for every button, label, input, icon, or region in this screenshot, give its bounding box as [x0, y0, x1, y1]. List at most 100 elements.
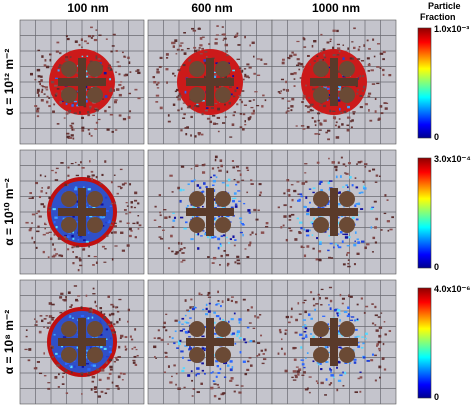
core-blob [87, 321, 103, 337]
particle [319, 336, 322, 339]
particle [338, 107, 341, 111]
particle [229, 379, 233, 382]
particle [356, 318, 359, 321]
particle [113, 231, 117, 234]
particle [189, 345, 191, 348]
particle [103, 313, 106, 316]
particle [312, 247, 315, 250]
particle [107, 323, 111, 326]
particle [239, 99, 242, 101]
particle [285, 315, 289, 319]
particle [110, 202, 114, 205]
particle [174, 90, 177, 93]
particle [179, 216, 184, 219]
particle [278, 92, 282, 95]
particle [184, 314, 187, 317]
particle [213, 311, 216, 314]
particle [378, 334, 382, 338]
particle [255, 233, 257, 236]
particle [63, 235, 67, 239]
particle [301, 337, 305, 340]
particle [94, 108, 98, 110]
particle [240, 385, 244, 387]
particle [213, 394, 217, 398]
particle [360, 208, 364, 210]
particle [71, 128, 74, 131]
particle [196, 372, 200, 375]
particle [377, 340, 382, 344]
particle [85, 294, 88, 297]
particle [376, 66, 380, 68]
particle [378, 349, 381, 352]
particle [368, 169, 371, 173]
particle [337, 216, 340, 219]
particle [105, 361, 108, 364]
particle [346, 244, 350, 247]
particle [210, 176, 213, 179]
particle [304, 327, 308, 330]
particle [254, 91, 258, 93]
particle [114, 222, 117, 224]
particle [88, 371, 91, 375]
particle [117, 185, 121, 188]
particle [246, 191, 249, 194]
particle [119, 337, 122, 339]
particle [28, 197, 33, 199]
particle [70, 126, 74, 129]
particle [48, 231, 52, 234]
particle [242, 224, 245, 226]
particle [368, 48, 371, 50]
particle [304, 336, 308, 338]
particle [336, 312, 339, 314]
particle [301, 182, 305, 185]
particle [214, 42, 218, 45]
particle [65, 35, 68, 38]
particle [179, 248, 183, 251]
particle [199, 44, 203, 47]
particle [181, 252, 185, 254]
particle [347, 186, 349, 189]
particle [171, 375, 173, 378]
particle [320, 288, 324, 291]
simulation-panel [271, 19, 397, 145]
particle [76, 71, 80, 74]
particle [357, 48, 360, 51]
particle [69, 56, 72, 58]
particle [61, 100, 64, 103]
particle [131, 348, 134, 350]
particle [373, 55, 376, 58]
particle [214, 155, 218, 159]
particle [34, 324, 38, 326]
particle [59, 296, 63, 299]
particle [191, 379, 194, 382]
particle [125, 213, 128, 215]
particle [327, 249, 330, 252]
particle [387, 229, 390, 232]
particle [42, 250, 45, 254]
particle [229, 238, 232, 241]
particle [216, 364, 220, 368]
particle [168, 215, 171, 219]
particle [51, 318, 54, 321]
particle [108, 358, 113, 362]
particle [346, 116, 351, 119]
particle [87, 111, 90, 114]
colorbar [417, 287, 432, 399]
particle [351, 216, 355, 219]
particle [317, 258, 321, 260]
particle [314, 120, 317, 123]
particle [332, 54, 336, 57]
particle [339, 175, 342, 178]
core-blob [189, 217, 205, 233]
particle [116, 61, 120, 63]
particle [356, 92, 359, 95]
particle [41, 319, 44, 323]
particle [69, 306, 73, 308]
particle [81, 126, 85, 130]
particle [199, 53, 203, 55]
particle [339, 332, 342, 335]
particle [331, 161, 336, 164]
particle [127, 320, 129, 323]
particle [360, 60, 365, 62]
particle [308, 391, 311, 394]
